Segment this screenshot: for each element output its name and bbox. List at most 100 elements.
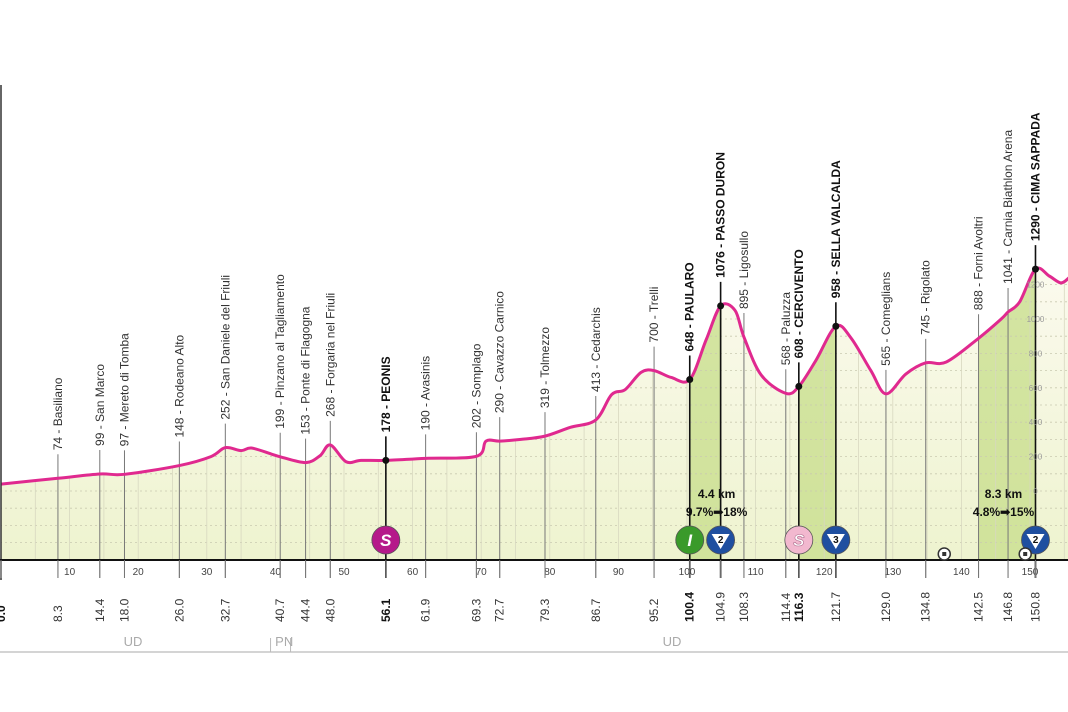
x-tick-label: 90	[613, 567, 625, 578]
km-label: 48.0	[323, 598, 337, 622]
x-tick-label: 60	[407, 567, 419, 578]
x-tick-label: 130	[884, 567, 901, 578]
km-label: 95.2	[647, 598, 661, 622]
elevation-scale-label: 600	[1029, 384, 1043, 393]
x-tick-label: 120	[816, 567, 833, 578]
waypoint-label: 895 - Ligosullo	[737, 231, 751, 309]
waypoint-label: 290 - Cavazzo Carnico	[493, 291, 507, 413]
region-label: UD	[663, 634, 682, 649]
km-label: 146.8	[1001, 592, 1015, 622]
waypoint-label: 568 - Paluzza	[779, 292, 793, 366]
waypoint-label: 97 - Mereto di Tomba	[117, 333, 131, 446]
km-label: 26.0	[172, 598, 186, 622]
km-label: 86.7	[589, 598, 603, 622]
km-label: 14.4	[93, 598, 107, 622]
x-tick-label: 150	[1022, 567, 1039, 578]
waypoint-label: 608 - CERCIVENTO	[792, 249, 806, 358]
elevation-scale-label: 800	[1029, 349, 1043, 358]
km-label: 121.7	[829, 592, 843, 622]
km-label: 142.5	[972, 592, 986, 622]
summit-dot	[1031, 265, 1039, 273]
km-label: 0.0	[0, 605, 8, 622]
km-label: 69.3	[469, 598, 483, 622]
region-label: PN	[275, 634, 293, 649]
sprint-icon	[784, 525, 814, 555]
marker-symbol: S	[380, 531, 392, 550]
x-tick-label: 100	[679, 567, 696, 578]
marker-symbol: I	[687, 531, 693, 550]
km-label: 150.8	[1028, 592, 1042, 622]
km-label: 100.4	[683, 592, 697, 622]
km-label: 116.3	[792, 592, 806, 622]
elevation-scale-label: 0	[1033, 487, 1038, 496]
x-tick-label: 40	[270, 567, 282, 578]
waypoint-label: 1076 - PASSO DURON	[714, 152, 728, 278]
waypoint-label: 153 - Ponte di Flagogna	[299, 306, 313, 434]
climb-length: 4.4 km	[698, 487, 735, 501]
climb-gradient: 4.8%➡15%	[973, 505, 1035, 519]
elevation-scale-label: 1200	[1027, 281, 1045, 290]
kom-category: 3	[833, 535, 839, 546]
x-tick-label: 20	[133, 567, 145, 578]
km-label: 40.7	[273, 598, 287, 622]
waypoint-label: 190 - Avasinis	[419, 356, 433, 431]
kom-triangle	[826, 534, 845, 549]
waypoint-label: 74 - Basiliano	[51, 377, 65, 450]
x-tick-label: 140	[953, 567, 970, 578]
km-label: 79.3	[538, 598, 552, 622]
summit-dot	[382, 456, 390, 464]
waypoint-label: 565 - Comeglians	[879, 272, 893, 366]
x-tick-label: 30	[201, 567, 213, 578]
sprint-icon	[371, 525, 401, 555]
km-label: 8.3	[51, 605, 65, 622]
elevation-scale-label: 400	[1029, 418, 1043, 427]
waypoint-label: 178 - PEONIS	[379, 356, 393, 432]
waypoint-label: 888 - Forni Avoltri	[972, 216, 986, 310]
feed-zone-icon-inner	[1023, 552, 1028, 556]
km-label: 108.3	[737, 592, 751, 622]
kom-category: 2	[1033, 535, 1039, 546]
km-label: 134.8	[919, 592, 933, 622]
waypoint-label: 700 - Trelli	[647, 287, 661, 343]
waypoint-label: 648 - PAULARO	[683, 262, 697, 351]
km-label: 104.9	[714, 592, 728, 622]
summit-dot	[832, 322, 840, 330]
summit-dot	[795, 382, 803, 390]
waypoint-label: 99 - San Marco	[93, 364, 107, 446]
km-label: 56.1	[379, 598, 393, 622]
elevation-scale-label: 200	[1029, 453, 1043, 462]
waypoint-label: 958 - SELLA VALCALDA	[829, 160, 843, 298]
x-tick-label: 50	[338, 567, 350, 578]
km-label: 129.0	[879, 592, 893, 622]
elevation-scale-label: 1000	[1027, 315, 1045, 324]
waypoint-label: 252 - San Daniele del Friuli	[218, 275, 232, 420]
x-tick-label: 110	[748, 567, 764, 578]
summit-dot	[717, 302, 725, 310]
waypoint-label: 1041 - Carnia Biathlon Arena	[1001, 130, 1015, 284]
summit-dot	[686, 376, 694, 384]
km-label: 72.7	[493, 598, 507, 622]
waypoint-label: 413 - Cedarchis	[589, 307, 603, 392]
kom-category: 2	[718, 535, 724, 546]
profile-area	[1, 268, 1068, 560]
kom-triangle	[1026, 534, 1045, 549]
waypoint-label: 199 - Pinzano al Tagliamento	[273, 274, 287, 429]
x-tick-label: 70	[476, 567, 488, 578]
km-label: 44.4	[299, 598, 313, 622]
waypoint-label: 319 - Tolmezzo	[538, 327, 552, 408]
profile-line	[0, 266, 1068, 486]
x-tick-label: 10	[64, 567, 76, 578]
waypoint-label: 1290 - CIMA SAPPADA	[1028, 112, 1042, 241]
x-tick-label: 80	[544, 567, 556, 578]
intermediate-sprint-icon	[675, 525, 705, 555]
waypoint-label: 148 - Rodeano Alto	[172, 334, 186, 437]
feed-zone-icon-inner	[942, 552, 947, 556]
marker-symbol: S	[793, 531, 805, 550]
waypoint-label: 202 - Somplago	[469, 343, 483, 428]
climb-length: 8.3 km	[985, 487, 1022, 501]
kom-triangle	[711, 534, 730, 549]
km-label: 32.7	[218, 598, 232, 622]
waypoint-label: 745 - Rigolato	[919, 260, 933, 335]
km-label: 114.4	[779, 593, 793, 622]
